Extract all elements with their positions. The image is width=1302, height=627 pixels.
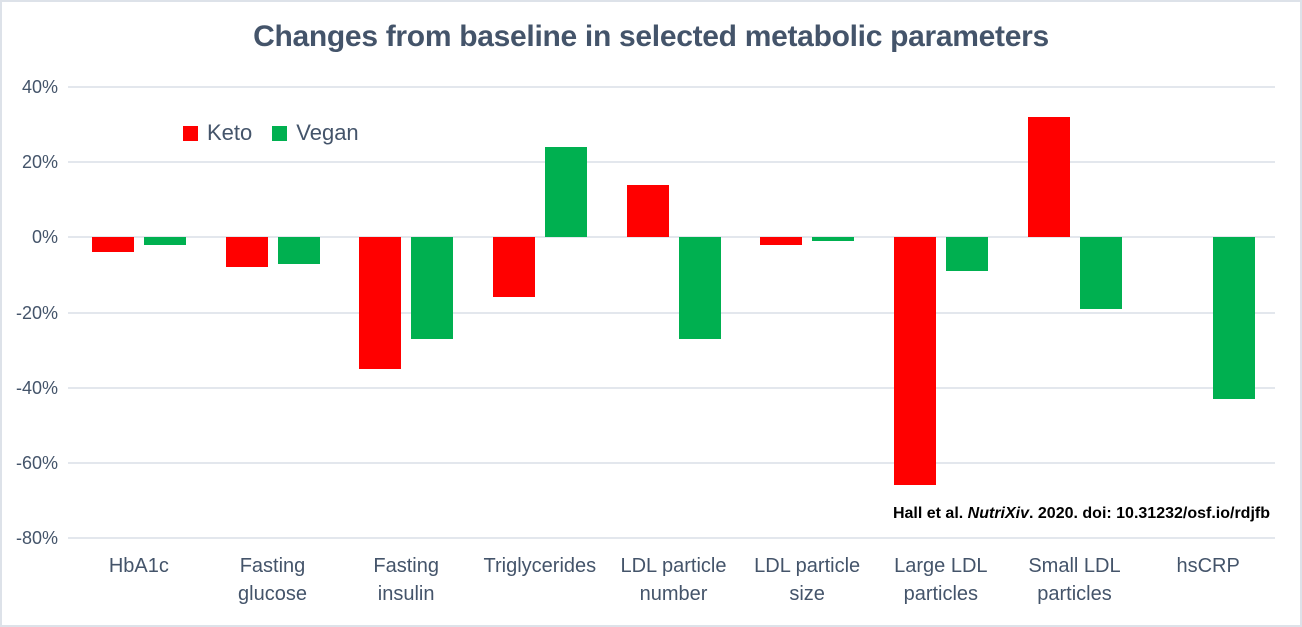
bar-vegan-hscrp[interactable]	[1213, 237, 1256, 399]
x-axis-label-ldl-particle-size: LDL particle size	[740, 552, 874, 608]
bar-keto-ldl-particle-number[interactable]	[626, 184, 669, 238]
bar-keto-fasting-insulin[interactable]	[359, 237, 402, 369]
citation-suffix: . 2020. doi: 10.31232/osf.io/rdjfb	[1029, 505, 1270, 522]
y-axis-tick-label: -60%	[15, 452, 58, 473]
gridline	[68, 236, 1275, 239]
x-axis-label-line: insulin	[377, 583, 435, 605]
x-axis-label-hscrp: hsCRP	[1141, 552, 1275, 580]
gridline	[68, 386, 1275, 389]
bar-keto-large-ldl-particles[interactable]	[893, 237, 936, 486]
x-axis-label-hba1c: HbA1c	[72, 552, 206, 580]
y-axis-tick-label: 0%	[31, 227, 58, 248]
x-axis-label-small-ldl-particles: Small LDL particles	[1008, 552, 1142, 608]
bar-vegan-ldl-particle-number[interactable]	[678, 237, 721, 339]
x-axis-label-line: LDL particle	[754, 555, 861, 577]
bar-vegan-fasting-insulin[interactable]	[411, 237, 454, 339]
citation-prefix: Hall et al.	[892, 505, 968, 522]
x-axis-label-line: Large LDL	[894, 555, 988, 577]
y-axis-tick-label: 40%	[21, 77, 58, 97]
keto-swatch-icon	[183, 125, 198, 141]
x-axis-label-line: size	[789, 583, 825, 605]
x-axis-label-line: HbA1c	[108, 555, 169, 577]
gridline	[68, 86, 1275, 88]
bar-keto-ldl-particle-size[interactable]	[760, 237, 803, 245]
x-axis-label-line: Triglycerides	[483, 555, 597, 577]
x-axis-label-line: Fasting	[239, 555, 306, 577]
citation: Hall et al. NutriXiv. 2020. doi: 10.3123…	[893, 505, 1270, 523]
legend-item-keto[interactable]: Keto	[183, 120, 252, 146]
x-axis-label-line: Small LDL	[1028, 555, 1121, 577]
chart-title: Changes from baseline in selected metabo…	[253, 20, 1049, 53]
x-axis-label-line: number	[639, 583, 708, 605]
bar-keto-small-ldl-particles[interactable]	[1027, 117, 1070, 238]
x-axis-label-line: hsCRP	[1176, 555, 1240, 577]
legend-label-vegan: Vegan	[296, 120, 359, 145]
bar-vegan-fasting-glucose[interactable]	[277, 237, 320, 264]
legend-label-keto: Keto	[207, 120, 253, 145]
citation-journal: NutriXiv	[967, 505, 1030, 522]
x-axis-label-line: LDL particle	[620, 555, 727, 577]
bar-vegan-small-ldl-particles[interactable]	[1079, 237, 1122, 309]
legend-item-vegan[interactable]: Vegan	[272, 120, 359, 146]
bar-vegan-ldl-particle-size[interactable]	[812, 237, 855, 242]
y-axis-tick-label: 20%	[21, 152, 58, 173]
bar-vegan-large-ldl-particles[interactable]	[945, 237, 988, 272]
x-axis-label-triglycerides: Triglycerides	[473, 552, 607, 580]
x-axis-label-line: Fasting	[373, 555, 439, 577]
bar-keto-hba1c[interactable]	[91, 237, 134, 253]
bar-vegan-hba1c[interactable]	[143, 237, 186, 245]
gridline	[68, 311, 1275, 314]
x-axis-label-line: particles	[903, 583, 979, 605]
legend: Keto Vegan	[183, 120, 359, 146]
x-axis-label-fasting-glucose: Fasting glucose	[206, 552, 340, 608]
bar-keto-fasting-glucose[interactable]	[225, 237, 268, 268]
x-axis-label-fasting-insulin: Fasting insulin	[339, 552, 473, 608]
bar-vegan-triglycerides[interactable]	[544, 147, 587, 238]
x-axis-label-ldl-particle-number: LDL particle number	[607, 552, 741, 608]
bar-keto-triglycerides[interactable]	[492, 237, 535, 298]
y-axis-tick-label: -80%	[15, 528, 58, 548]
y-axis-tick-label: -20%	[15, 302, 58, 323]
x-axis-label-large-ldl-particles: Large LDL particles	[874, 552, 1008, 608]
y-axis-tick-label: -40%	[15, 377, 58, 398]
gridline	[68, 461, 1275, 464]
x-axis-label-line: glucose	[238, 583, 307, 605]
gridline	[68, 161, 1275, 164]
vegan-swatch-icon	[272, 125, 288, 141]
x-axis-label-line: particles	[1037, 583, 1112, 605]
gridline	[68, 537, 1275, 539]
